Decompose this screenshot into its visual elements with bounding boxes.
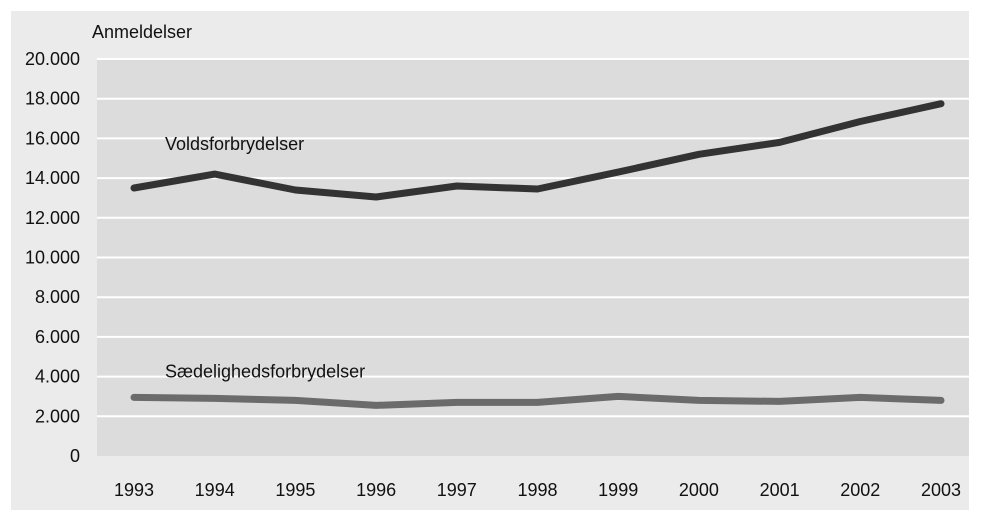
y-tick-label: 18.000 [25, 89, 80, 109]
x-tick-label: 2000 [679, 480, 719, 500]
y-tick-label: 8.000 [35, 287, 80, 307]
y-tick-label: 6.000 [35, 327, 80, 347]
x-tick-label: 1997 [437, 480, 477, 500]
y-tick-label: 0 [70, 446, 80, 466]
x-tick-label: 2001 [760, 480, 800, 500]
y-tick-label: 20.000 [25, 49, 80, 69]
x-tick-label: 1999 [598, 480, 638, 500]
y-tick-label: 14.000 [25, 168, 80, 188]
y-tick-label: 12.000 [25, 208, 80, 228]
y-tick-label: 2.000 [35, 406, 80, 426]
x-tick-label: 1998 [517, 480, 557, 500]
y-axis-title: Anmeldelser [92, 22, 192, 42]
x-tick-label: 2002 [840, 480, 880, 500]
y-tick-label: 4.000 [35, 367, 80, 387]
y-tick-label: 10.000 [25, 248, 80, 268]
series-label: Voldsforbrydelser [165, 134, 304, 154]
y-tick-label: 16.000 [25, 128, 80, 148]
x-tick-label: 1996 [356, 480, 396, 500]
x-tick-label: 1994 [195, 480, 235, 500]
x-tick-label: 1995 [275, 480, 315, 500]
series-label: Sædelighedsforbrydelser [165, 361, 365, 381]
x-tick-label: 1993 [114, 480, 154, 500]
x-tick-label: 2003 [921, 480, 961, 500]
